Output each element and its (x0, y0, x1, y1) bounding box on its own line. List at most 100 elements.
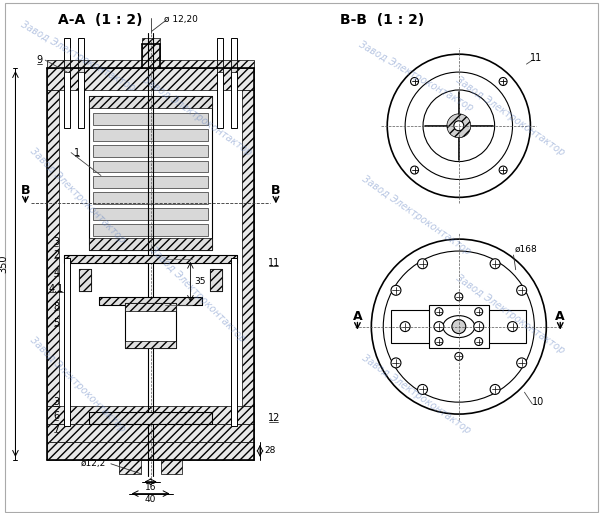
Text: 3: 3 (53, 237, 59, 247)
Circle shape (490, 385, 500, 394)
Bar (89, 412, 212, 424)
Text: 40: 40 (145, 495, 157, 504)
Circle shape (499, 78, 507, 85)
Text: Завод Электроконтактор: Завод Электроконтактор (19, 19, 137, 93)
Circle shape (423, 90, 494, 162)
Text: Завод Электроконтактор: Завод Электроконтактор (28, 335, 128, 434)
Bar (89, 412, 212, 424)
Circle shape (410, 78, 419, 85)
Text: 16: 16 (145, 483, 157, 492)
Bar (78, 38, 84, 128)
Circle shape (474, 322, 484, 332)
Text: А-А  (1 : 2): А-А (1 : 2) (58, 13, 143, 27)
Text: ø12,2: ø12,2 (80, 459, 106, 468)
Circle shape (400, 322, 410, 332)
Text: Завод Электроконтактор: Завод Электроконтактор (454, 273, 567, 356)
Circle shape (452, 320, 466, 334)
Circle shape (418, 385, 428, 394)
Bar (93, 113, 208, 125)
Bar (89, 238, 212, 250)
Circle shape (475, 337, 482, 346)
Text: A: A (556, 310, 565, 323)
Bar (47, 90, 59, 406)
Bar (79, 269, 91, 291)
Bar (125, 303, 176, 311)
Bar (142, 38, 160, 60)
Bar (64, 60, 70, 72)
Text: A: A (353, 310, 362, 323)
Circle shape (418, 259, 428, 269)
Circle shape (410, 166, 419, 174)
Ellipse shape (443, 316, 475, 337)
Text: В-В  (1 : 2): В-В (1 : 2) (340, 13, 424, 27)
Bar (64, 38, 70, 128)
Circle shape (455, 293, 463, 301)
Bar (242, 90, 254, 406)
Circle shape (435, 307, 443, 316)
Bar (119, 442, 140, 474)
Bar (391, 310, 526, 344)
Text: 6: 6 (53, 411, 59, 421)
Circle shape (499, 166, 507, 174)
Circle shape (490, 259, 500, 269)
Circle shape (405, 72, 512, 179)
Circle shape (508, 322, 517, 332)
Text: 3: 3 (53, 397, 59, 407)
Bar (64, 255, 237, 263)
Bar (47, 442, 254, 460)
Bar (125, 340, 176, 349)
Bar (217, 38, 223, 128)
Text: 12: 12 (268, 413, 280, 423)
Circle shape (475, 307, 482, 316)
Bar (93, 208, 208, 220)
Bar (217, 60, 223, 72)
Bar (161, 442, 182, 474)
Text: 5: 5 (53, 318, 59, 328)
Text: 35: 35 (194, 278, 206, 286)
Bar (125, 303, 176, 349)
Text: 28: 28 (264, 447, 275, 455)
Bar (231, 258, 237, 426)
Wedge shape (387, 54, 530, 197)
Text: 4: 4 (53, 268, 59, 278)
Text: Завод Электроконтактор: Завод Электроконтактор (454, 74, 567, 157)
Text: 350: 350 (0, 255, 8, 273)
Bar (93, 145, 208, 157)
Bar (231, 38, 237, 128)
Bar (99, 297, 202, 305)
Text: 10: 10 (532, 397, 544, 407)
Text: B: B (271, 184, 281, 197)
Bar (47, 60, 254, 68)
Bar (231, 60, 237, 72)
Text: B: B (20, 184, 30, 197)
Bar (79, 269, 91, 291)
Circle shape (517, 358, 527, 368)
Text: 8: 8 (53, 302, 59, 312)
Text: Завод Электроконтактор: Завод Электроконтактор (360, 353, 472, 436)
Circle shape (391, 358, 401, 368)
Bar (93, 224, 208, 236)
Bar (93, 193, 208, 204)
Circle shape (447, 114, 471, 138)
Bar (47, 406, 254, 424)
Bar (64, 255, 237, 263)
Bar (429, 305, 488, 349)
Text: Завод Электроконтактор: Завод Электроконтактор (141, 74, 254, 157)
Text: 7: 7 (53, 424, 59, 434)
Circle shape (517, 285, 527, 295)
Bar (64, 258, 70, 426)
Text: ø168: ø168 (515, 245, 538, 253)
Bar (93, 161, 208, 173)
Circle shape (454, 121, 464, 131)
Bar (210, 269, 222, 291)
Circle shape (383, 251, 535, 402)
Bar (47, 68, 254, 90)
Text: Завод Электроконтактор: Завод Электроконтактор (360, 174, 472, 256)
Text: Завод Электроконтактор: Завод Электроконтактор (148, 245, 247, 345)
Bar (99, 297, 202, 305)
Bar (210, 269, 222, 291)
Text: 4.1: 4.1 (49, 284, 64, 294)
Text: 9: 9 (36, 55, 43, 65)
Text: ø 12,20: ø 12,20 (164, 15, 197, 24)
Text: 11: 11 (530, 53, 542, 63)
